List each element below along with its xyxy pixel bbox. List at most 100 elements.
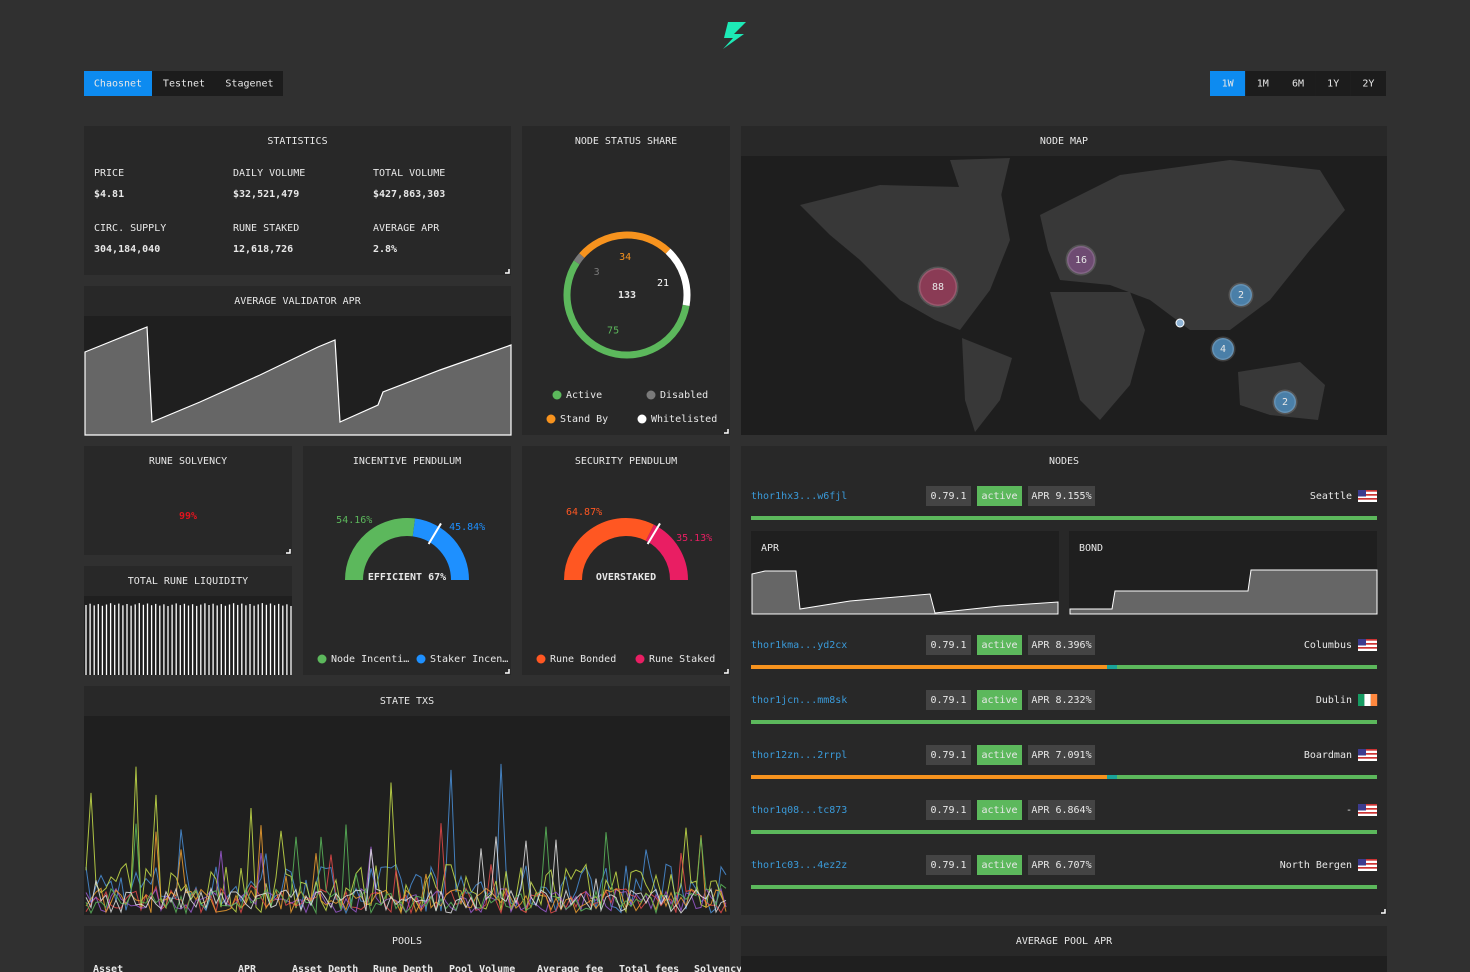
pool-column: Rune Depth: [373, 964, 433, 972]
range-tab-label[interactable]: 1Y: [1327, 79, 1339, 90]
node-version: 0.79.1: [930, 860, 966, 871]
map-cluster-count[interactable]: 2: [1238, 290, 1244, 301]
continent: [950, 158, 1010, 205]
continent: [962, 338, 1012, 432]
flag-stripe: [1358, 643, 1377, 645]
stat-label: AVERAGE APR: [373, 223, 440, 234]
panel-title: POOLS: [392, 936, 422, 947]
node-address[interactable]: thor1kma...yd2cx: [751, 640, 847, 651]
gauge-segment: [645, 524, 688, 581]
map-node: [1175, 318, 1185, 328]
map-cluster[interactable]: [1272, 389, 1298, 415]
panel: [84, 126, 511, 275]
resize-handle: [286, 549, 291, 554]
network-tab-label[interactable]: Testnet: [163, 79, 205, 90]
range-tab-label[interactable]: 2Y: [1362, 79, 1374, 90]
flag-stripe: [1358, 498, 1377, 500]
network-tab[interactable]: [152, 71, 216, 96]
node-apr: APR 9.155%: [1031, 491, 1091, 502]
map-cluster[interactable]: [1228, 282, 1254, 308]
version-badge: [926, 800, 971, 820]
donut-label: 21: [657, 278, 669, 289]
panel: [741, 446, 1387, 915]
stat-label: CIRC. SUPPLY: [94, 223, 166, 234]
gauge-label: 64.87%: [566, 507, 602, 518]
gauge-segment: [564, 518, 654, 581]
network-tab-label[interactable]: Stagenet: [225, 79, 273, 90]
donut-label: 3: [594, 267, 600, 278]
legend-label: Stand By: [560, 414, 608, 425]
node-apr: APR 8.396%: [1031, 640, 1091, 651]
panel: [522, 126, 730, 435]
range-tab[interactable]: [1350, 71, 1386, 96]
gauge-needle: [646, 522, 661, 545]
panel-title: TOTAL RUNE LIQUIDITY: [128, 576, 248, 587]
node-address[interactable]: thor1q08...tc873: [751, 805, 847, 816]
flag-canton: [1358, 490, 1366, 497]
apr-badge: [1028, 635, 1095, 655]
map-cluster-count[interactable]: 88: [932, 282, 944, 293]
flag-canton: [1358, 749, 1366, 756]
node-version: 0.79.1: [930, 805, 966, 816]
stat-value: 304,184,040: [94, 244, 160, 255]
stat-value: $32,521,479: [233, 189, 299, 200]
node-version: 0.79.1: [930, 750, 966, 761]
gauge-needle-label: OVERSTAKED: [596, 572, 656, 583]
node-bar-part: [1107, 775, 1117, 779]
node-version: 0.79.1: [930, 491, 966, 502]
txs-line: [85, 763, 727, 915]
flag-band: [1358, 694, 1365, 706]
legend-label: Whitelisted: [651, 414, 717, 425]
panel-title: RUNE SOLVENCY: [149, 456, 227, 467]
node-address[interactable]: thor12zn...2rrpl: [751, 750, 847, 761]
node-status: active: [981, 491, 1017, 502]
continent: [1238, 362, 1325, 420]
map-cluster[interactable]: [917, 266, 959, 308]
apr-area: [84, 326, 512, 436]
apr-badge: [1028, 745, 1095, 765]
stat-value: $4.81: [94, 189, 124, 200]
flag-canton: [1358, 859, 1366, 866]
node-bar: [751, 885, 1377, 889]
node-location: Dublin: [1316, 695, 1352, 706]
status-badge: [977, 486, 1022, 506]
node-location: Seattle: [1310, 491, 1352, 502]
map-cluster-count[interactable]: 16: [1075, 255, 1087, 266]
node-apr: APR 6.707%: [1031, 860, 1091, 871]
map-cluster-count[interactable]: 4: [1220, 344, 1226, 355]
range-tab[interactable]: [1280, 71, 1316, 96]
map-cluster-count[interactable]: 2: [1282, 397, 1288, 408]
node-address[interactable]: thor1c03...4ez2z: [751, 860, 847, 871]
node-bar: [751, 720, 1377, 724]
gauge-label: 35.13%: [676, 533, 712, 544]
node-address[interactable]: thor1hx3...w6fjl: [751, 491, 847, 502]
network-tab-label[interactable]: Chaosnet: [94, 79, 142, 90]
version-badge: [926, 855, 971, 875]
range-tab[interactable]: [1245, 71, 1281, 96]
flag-stripe: [1358, 490, 1377, 492]
node-address[interactable]: thor1jcn...mm8sk: [751, 695, 847, 706]
stat-label: PRICE: [94, 168, 124, 179]
map-cluster[interactable]: [1210, 336, 1236, 362]
range-tab[interactable]: [1210, 71, 1246, 96]
donut-total: 133: [618, 290, 636, 301]
network-tab[interactable]: [216, 71, 283, 96]
status-badge: [977, 690, 1022, 710]
map-cluster[interactable]: [1065, 244, 1097, 276]
panel: [303, 446, 511, 675]
range-tab-label[interactable]: 6M: [1292, 79, 1304, 90]
resize-handle: [1381, 909, 1386, 914]
network-tab[interactable]: [84, 71, 152, 96]
range-tab-label[interactable]: 1W: [1222, 79, 1235, 90]
pool-column: Pool Volume: [449, 964, 515, 972]
node-apr: APR 8.232%: [1031, 695, 1091, 706]
pool-column: Total fees: [619, 964, 679, 972]
node-bar-part: [751, 775, 1107, 779]
node-bar: [751, 516, 1377, 520]
status-badge: [977, 800, 1022, 820]
apr-badge: [1028, 800, 1095, 820]
gauge-label: 45.84%: [449, 522, 485, 533]
range-tab-label[interactable]: 1M: [1257, 79, 1269, 90]
range-tab[interactable]: [1315, 71, 1351, 96]
